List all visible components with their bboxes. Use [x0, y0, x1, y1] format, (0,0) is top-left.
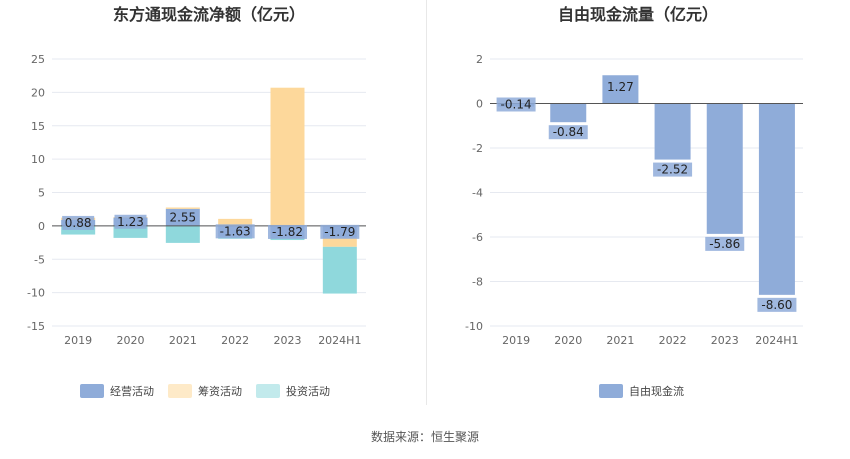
chart-divider [426, 0, 427, 405]
data-label: 2.55 [169, 210, 196, 224]
bar-投资活动 [270, 238, 305, 241]
cashflow-net-chart: 东方通现金流净额（亿元） 25 20 15 10 5 0 -5 -10 -15 0.88 1.23 2.… [27, 5, 366, 398]
y-tick-label: 10 [31, 153, 45, 166]
y-tick-label: 20 [31, 86, 45, 99]
y-tick-label: 5 [38, 187, 45, 200]
y-tick-label: -6 [472, 231, 483, 244]
bar-自由现金流 [654, 103, 691, 160]
x-tick-label: 2022 [221, 334, 249, 347]
legend-label: 经营活动 [110, 384, 154, 398]
y-tick-label: 0 [476, 98, 483, 111]
x-tick-label: 2021 [606, 334, 634, 347]
free-cashflow-chart: 自由现金流量（亿元） 2 0 -2 -4 -6 -8 -10 -0.14 -0.84 1.27 -2.… [465, 5, 803, 398]
y-tick-label: -5 [34, 253, 45, 266]
bar-自由现金流 [758, 103, 795, 295]
x-tick-label: 2023 [711, 334, 739, 347]
x-tick-label: 2019 [502, 334, 530, 347]
data-label-bg [705, 236, 745, 251]
data-label-bg [268, 224, 307, 239]
y-tick-label: 0 [38, 220, 45, 233]
data-label-bg [320, 224, 360, 239]
data-label-bg [166, 210, 199, 225]
source-note: 数据来源：恒生聚源 [370, 430, 479, 444]
legend-label: 自由现金流 [629, 384, 684, 398]
x-tick-label: 2019 [64, 334, 92, 347]
data-label-bg [604, 80, 637, 95]
legend-swatch [599, 384, 623, 398]
legend-label: 投资活动 [286, 384, 330, 398]
data-label-bg [215, 224, 255, 239]
data-label: -2.52 [657, 163, 688, 177]
x-tick-label: 2024H1 [755, 334, 798, 347]
x-tick-label: 2020 [554, 334, 582, 347]
bar-投资活动 [113, 225, 148, 238]
bar-筹资活动 [218, 218, 253, 226]
legend-swatch [80, 384, 104, 398]
x-tick-label: 2020 [117, 334, 145, 347]
data-label-bg [114, 214, 147, 229]
data-label-bg [757, 297, 797, 312]
legend-label: 筹资活动 [198, 384, 242, 398]
bar-筹资活动 [165, 207, 200, 209]
y-tick-label: -2 [472, 142, 483, 155]
x-tick-label: 2022 [659, 334, 687, 347]
bar-投资活动 [61, 225, 96, 235]
chart-title: 自由现金流量（亿元） [558, 5, 718, 24]
y-tick-label: -10 [465, 320, 483, 333]
data-label-bg [653, 162, 693, 177]
data-label: 0.88 [65, 216, 92, 230]
data-label: -0.84 [553, 125, 584, 139]
y-tick-label: -10 [27, 287, 45, 300]
bar-自由现金流 [706, 103, 743, 234]
y-tick-label: -4 [472, 187, 483, 200]
data-label: -0.14 [501, 98, 532, 112]
x-tick-label: 2021 [169, 334, 197, 347]
bar-投资活动 [165, 225, 200, 243]
bar-筹资活动 [322, 237, 357, 247]
data-label: 1.27 [607, 80, 634, 94]
data-label: 1.23 [117, 215, 144, 229]
bar-投资活动 [322, 246, 357, 294]
data-label: -8.60 [761, 298, 792, 312]
data-label-bg [548, 125, 588, 140]
y-tick-label: 15 [31, 120, 45, 133]
y-tick-label: -15 [27, 320, 45, 333]
y-tick-label: 25 [31, 53, 45, 66]
x-tick-label: 2024H1 [318, 334, 361, 347]
data-label-bg [62, 215, 95, 230]
bar-筹资活动 [270, 87, 305, 226]
y-tick-label: -8 [472, 276, 483, 289]
data-label: -1.63 [220, 224, 251, 238]
x-tick-label: 2023 [274, 334, 302, 347]
data-label-bg [496, 97, 536, 112]
legend-swatch [256, 384, 280, 398]
data-label: -1.82 [272, 225, 303, 239]
legend-swatch [168, 384, 192, 398]
data-label: -5.86 [709, 237, 740, 251]
data-label: -1.79 [324, 225, 355, 239]
y-tick-label: 2 [476, 53, 483, 66]
chart-title: 东方通现金流净额（亿元） [113, 5, 305, 24]
bar-自由现金流 [550, 103, 587, 123]
